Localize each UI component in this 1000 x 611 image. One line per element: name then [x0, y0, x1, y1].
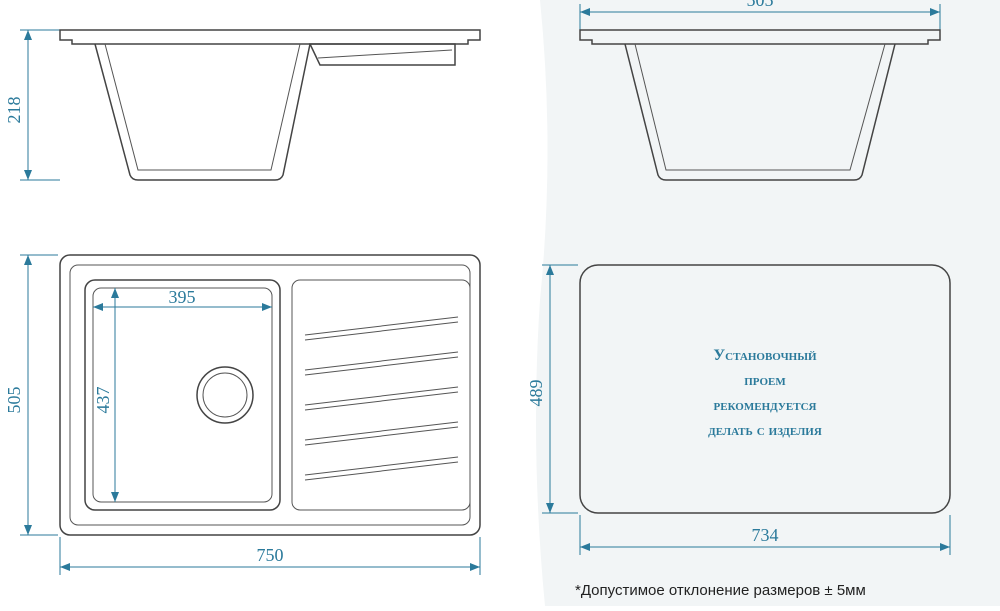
profile-view-side: 218 [4, 30, 480, 180]
plan-view: 505 750 395 437 [4, 255, 480, 575]
footnote: *Допустимое отклонение размеров ± 5мм [575, 582, 866, 599]
dim-plan-h-505: 505 [4, 387, 24, 414]
dim-width-505: 505 [747, 0, 774, 10]
rec-line4: делать с изделия [708, 422, 822, 439]
dim-plan-w-750: 750 [257, 545, 284, 565]
dim-bowl-h-437: 437 [93, 387, 113, 414]
bg-wash [536, 0, 1000, 606]
drain-hole [197, 367, 253, 423]
drainboard [292, 280, 470, 510]
dim-cut-w-734: 734 [752, 525, 779, 545]
technical-drawing: 218 505 505 [0, 0, 1000, 606]
rec-line2: проем [744, 372, 786, 389]
rec-line3: рекомендуется [714, 397, 817, 414]
dim-bowl-w-395: 395 [169, 287, 196, 307]
rec-line1: Установочный [713, 347, 817, 364]
dim-cut-h-489: 489 [526, 380, 546, 407]
dim-height-218: 218 [4, 97, 24, 124]
